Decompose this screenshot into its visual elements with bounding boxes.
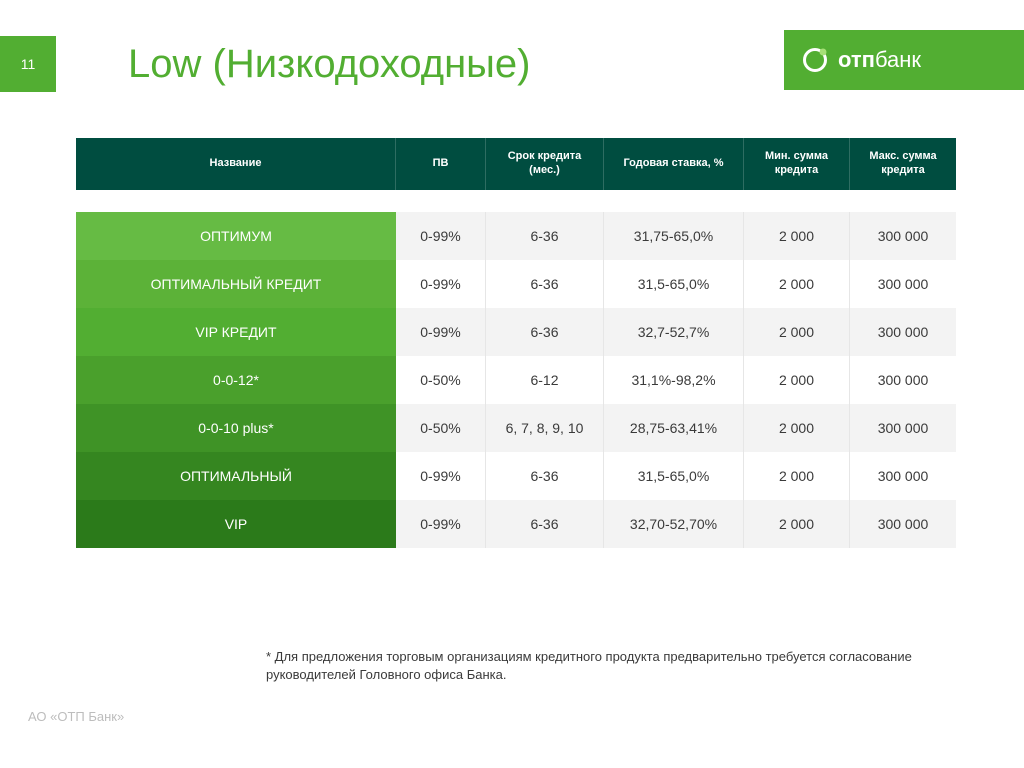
- row-cell: 2 000: [744, 452, 850, 500]
- row-name-cell: 0-0-10 plus*: [76, 404, 396, 452]
- row-cell: 300 000: [850, 452, 956, 500]
- bank-logo-icon: [802, 47, 828, 73]
- row-name-cell: ОПТИМАЛЬНЫЙ КРЕДИТ: [76, 260, 396, 308]
- row-name-cell: VIP КРЕДИТ: [76, 308, 396, 356]
- table-header-row: НазваниеПВСрок кредита (мес.)Годовая ста…: [76, 138, 956, 190]
- loans-table: НазваниеПВСрок кредита (мес.)Годовая ста…: [76, 138, 956, 548]
- page-title: Low (Низкодоходные): [128, 42, 531, 87]
- table-row: 0-0-10 plus*0-50%6, 7, 8, 9, 1028,75-63,…: [76, 404, 956, 452]
- table-row: VIP0-99%6-3632,70-52,70%2 000300 000: [76, 500, 956, 548]
- row-cell: 2 000: [744, 404, 850, 452]
- row-cell: 300 000: [850, 500, 956, 548]
- row-cell: 6-36: [486, 212, 604, 260]
- table-header-cell: ПВ: [396, 138, 486, 190]
- row-cell: 2 000: [744, 356, 850, 404]
- footer-brand: АО «ОТП Банк»: [28, 709, 124, 724]
- bank-logo-text: отпбанк: [838, 47, 921, 73]
- row-cell: 300 000: [850, 212, 956, 260]
- row-cell: 0-99%: [396, 212, 486, 260]
- row-cell: 300 000: [850, 260, 956, 308]
- table-header-cell: Годовая ставка, %: [604, 138, 744, 190]
- table-row: 0-0-12*0-50%6-1231,1%-98,2%2 000300 000: [76, 356, 956, 404]
- table-body: ОПТИМУМ0-99%6-3631,75-65,0%2 000300 000О…: [76, 212, 956, 548]
- row-cell: 2 000: [744, 212, 850, 260]
- row-name-cell: VIP: [76, 500, 396, 548]
- table-header-cell: Срок кредита (мес.): [486, 138, 604, 190]
- row-cell: 0-50%: [396, 404, 486, 452]
- table-row: ОПТИМАЛЬНЫЙ КРЕДИТ0-99%6-3631,5-65,0%2 0…: [76, 260, 956, 308]
- page-number-badge: 11: [0, 36, 56, 92]
- table-header-cell: Мин. сумма кредита: [744, 138, 850, 190]
- table-header-cell: Название: [76, 138, 396, 190]
- row-cell: 32,7-52,7%: [604, 308, 744, 356]
- row-cell: 32,70-52,70%: [604, 500, 744, 548]
- row-cell: 0-50%: [396, 356, 486, 404]
- row-cell: 2 000: [744, 308, 850, 356]
- row-cell: 2 000: [744, 500, 850, 548]
- table-row: VIP КРЕДИТ0-99%6-3632,7-52,7%2 000300 00…: [76, 308, 956, 356]
- row-cell: 31,1%-98,2%: [604, 356, 744, 404]
- row-cell: 31,5-65,0%: [604, 452, 744, 500]
- table-row: ОПТИМАЛЬНЫЙ0-99%6-3631,5-65,0%2 000300 0…: [76, 452, 956, 500]
- row-cell: 31,75-65,0%: [604, 212, 744, 260]
- bank-logo: отпбанк: [784, 30, 1024, 90]
- row-name-cell: ОПТИМУМ: [76, 212, 396, 260]
- row-cell: 31,5-65,0%: [604, 260, 744, 308]
- table-row: ОПТИМУМ0-99%6-3631,75-65,0%2 000300 000: [76, 212, 956, 260]
- row-cell: 300 000: [850, 404, 956, 452]
- row-cell: 2 000: [744, 260, 850, 308]
- row-cell: 300 000: [850, 356, 956, 404]
- row-cell: 0-99%: [396, 500, 486, 548]
- row-cell: 300 000: [850, 308, 956, 356]
- row-cell: 6-36: [486, 452, 604, 500]
- table-header-cell: Макс. сумма кредита: [850, 138, 956, 190]
- row-cell: 0-99%: [396, 260, 486, 308]
- row-cell: 6-12: [486, 356, 604, 404]
- row-cell: 6-36: [486, 260, 604, 308]
- row-cell: 28,75-63,41%: [604, 404, 744, 452]
- footnote: * Для предложения торговым организациям …: [266, 648, 986, 683]
- row-cell: 6, 7, 8, 9, 10: [486, 404, 604, 452]
- row-cell: 6-36: [486, 308, 604, 356]
- row-cell: 0-99%: [396, 308, 486, 356]
- table-spacer: [76, 190, 956, 212]
- row-cell: 0-99%: [396, 452, 486, 500]
- row-cell: 6-36: [486, 500, 604, 548]
- row-name-cell: 0-0-12*: [76, 356, 396, 404]
- row-name-cell: ОПТИМАЛЬНЫЙ: [76, 452, 396, 500]
